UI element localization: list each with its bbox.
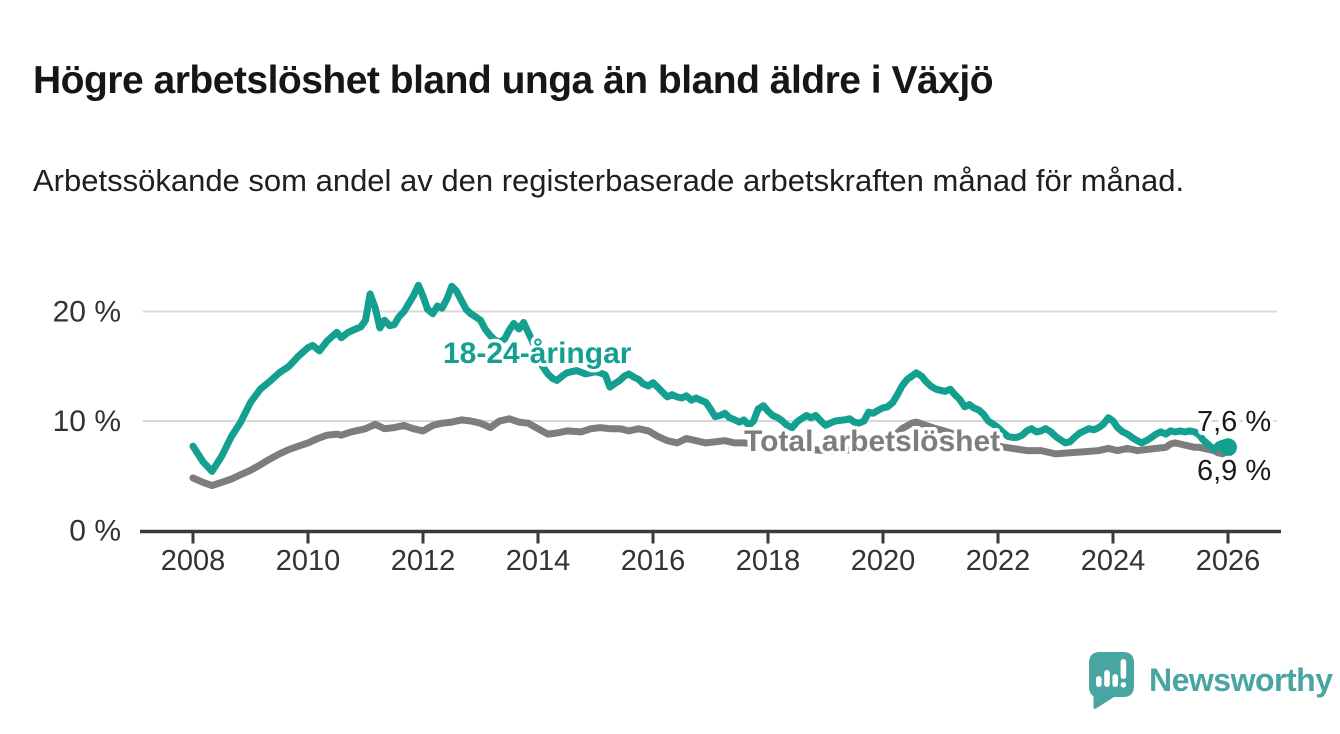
end-value-label-total: 6,9 % xyxy=(1197,455,1271,487)
newsworthy-logo-text: Newsworthy xyxy=(1149,661,1333,698)
series-label-total: Total arbetslöshet xyxy=(744,425,1000,458)
page-title: Högre arbetslöshet bland unga än bland ä… xyxy=(33,59,994,103)
page-subtitle: Arbetssökande som andel av den registerb… xyxy=(33,163,1185,198)
x-tick-label: 2020 xyxy=(851,545,916,577)
y-tick-label: 10 % xyxy=(53,405,121,438)
end-value-label-young: 7,6 % xyxy=(1197,406,1271,438)
newsworthy-logo[interactable]: Newsworthy xyxy=(1086,650,1333,710)
x-tick-label: 2010 xyxy=(276,545,341,577)
y-tick-label: 20 % xyxy=(53,296,121,329)
x-tick-label: 2018 xyxy=(736,545,801,577)
x-tick-label: 2016 xyxy=(621,545,686,577)
x-tick-label: 2014 xyxy=(506,545,571,577)
series-line-young xyxy=(189,281,1232,475)
newsworthy-bubble-chart-icon xyxy=(1086,650,1136,710)
series-label-young: 18-24-åringar xyxy=(443,337,632,370)
x-tick-label: 2026 xyxy=(1196,545,1261,577)
y-tick-label: 0 % xyxy=(69,515,121,548)
x-tick-label: 2024 xyxy=(1081,545,1146,577)
series-end-dot xyxy=(1219,438,1237,457)
series-line-total xyxy=(189,415,1232,490)
x-tick-label: 2022 xyxy=(966,545,1031,577)
x-tick-label: 2012 xyxy=(391,545,456,577)
x-tick-label: 2008 xyxy=(161,545,226,577)
